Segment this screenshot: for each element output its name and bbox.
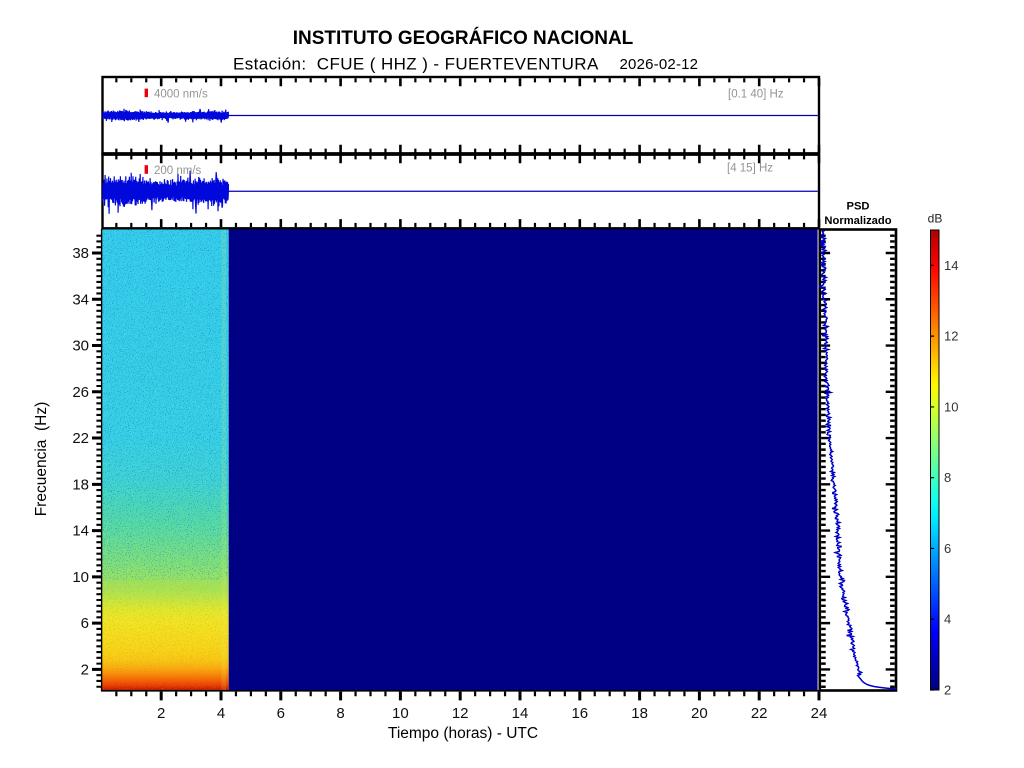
svg-text:8: 8 [336,705,344,722]
svg-text:22: 22 [72,430,89,447]
svg-text:14: 14 [72,523,89,540]
svg-text:INSTITUTO GEOGRÁFICO NACIONAL: INSTITUTO GEOGRÁFICO NACIONAL [293,27,634,49]
svg-text:Estación: CFUE ( HHZ ) - FUER: Estación: CFUE ( HHZ ) - FUERTEVENTURA [233,55,599,74]
svg-text:38: 38 [72,245,89,262]
svg-text:[0.1 40] Hz: [0.1 40] Hz [728,89,784,101]
svg-text:10: 10 [944,399,958,414]
svg-text:24: 24 [811,705,828,722]
svg-text:6: 6 [944,541,951,556]
svg-text:22: 22 [751,705,768,722]
svg-text:18: 18 [631,705,648,722]
svg-text:PSD: PSD [846,201,869,213]
svg-text:18: 18 [72,476,89,493]
svg-text:10: 10 [392,705,409,722]
svg-text:dB: dB [928,212,943,226]
svg-text:4: 4 [217,705,225,722]
svg-text:4: 4 [944,612,951,627]
svg-text:2026-02-12: 2026-02-12 [620,56,699,73]
svg-text:6: 6 [277,705,285,722]
svg-text:2: 2 [157,705,165,722]
svg-text:20: 20 [691,705,708,722]
svg-text:30: 30 [72,338,89,355]
svg-text:200 nm/s: 200 nm/s [154,165,202,177]
svg-text:[4 15] Hz: [4 15] Hz [727,163,773,175]
svg-text:6: 6 [81,615,89,632]
svg-text:Frecuencia (Hz): Frecuencia (Hz) [33,402,50,517]
svg-text:8: 8 [944,470,951,485]
svg-text:2: 2 [944,683,951,698]
svg-text:12: 12 [452,705,469,722]
svg-text:Normalizado: Normalizado [824,215,891,227]
svg-text:16: 16 [571,705,588,722]
svg-text:26: 26 [72,384,89,401]
svg-text:14: 14 [512,705,529,722]
svg-text:34: 34 [72,291,89,308]
svg-text:14: 14 [944,258,958,273]
svg-text:10: 10 [72,569,89,586]
svg-text:Tiempo (horas) - UTC: Tiempo (horas) - UTC [388,725,538,742]
svg-text:2: 2 [81,661,89,678]
svg-text:4000 nm/s: 4000 nm/s [154,89,208,101]
svg-text:12: 12 [944,329,958,344]
